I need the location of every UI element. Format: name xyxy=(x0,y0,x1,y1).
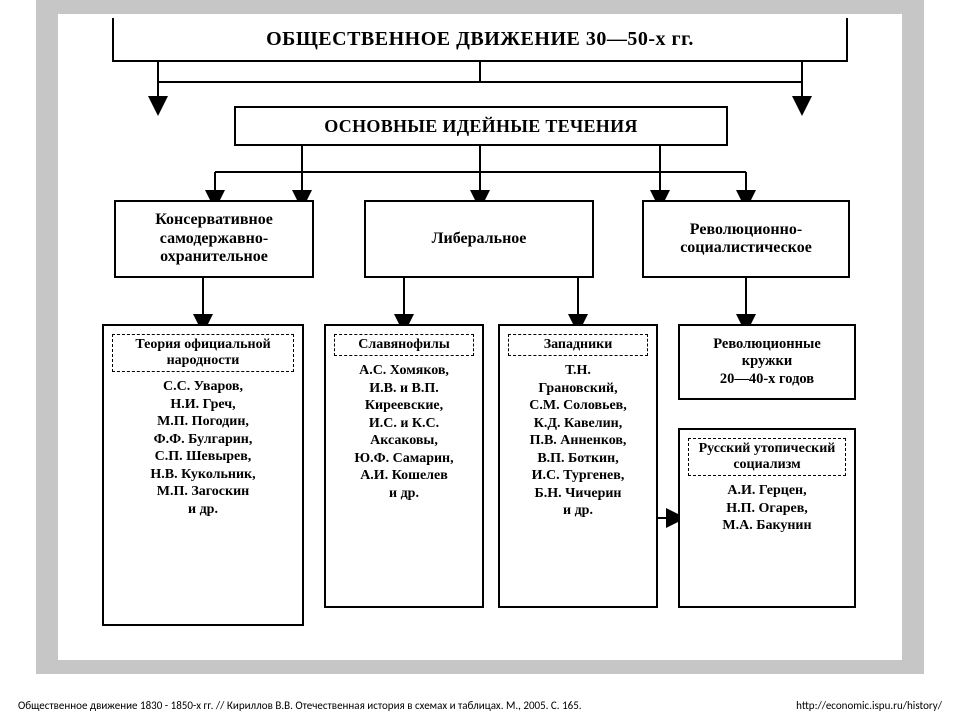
leaf-slavophiles-names: А.С. Хомяков,И.В. и В.П.Киреевские,И.С. … xyxy=(332,362,476,502)
title-box: ОБЩЕСТВЕННОЕ ДВИЖЕНИЕ 30—50-х гг. xyxy=(112,18,848,62)
leaf-westernizers: Западники Т.Н.Грановский,С.М. Соловьев,К… xyxy=(498,324,658,608)
outer-gray-frame: ОБЩЕСТВЕННОЕ ДВИЖЕНИЕ 30—50-х гг. ОСНОВН… xyxy=(36,0,924,674)
leaf-slavophiles: Славянофилы А.С. Хомяков,И.В. и В.П.Кире… xyxy=(324,324,484,608)
leaf-utopian-socialism-heading: Русский утопический социализм xyxy=(688,438,846,476)
main-currents-text: ОСНОВНЫЕ ИДЕЙНЫЕ ТЕЧЕНИЯ xyxy=(324,116,637,137)
leaf-official-nationality-heading: Теория официальной народности xyxy=(112,334,294,372)
leaf-rev-circles: Революционныекружки20—40-х годов xyxy=(678,324,856,400)
footer-citation: Общественное движение 1830 - 1850-х гг. … xyxy=(18,699,582,712)
leaf-official-nationality-names: С.С. Уваров,Н.И. Греч,М.П. Погодин,Ф.Ф. … xyxy=(110,378,296,518)
branch-revolutionary-label: Революционно-социалистическое xyxy=(650,221,842,258)
leaf-westernizers-heading: Западники xyxy=(508,334,648,356)
leaf-westernizers-names: Т.Н.Грановский,С.М. Соловьев,К.Д. Кавели… xyxy=(506,362,650,520)
branch-revolutionary: Революционно-социалистическое xyxy=(642,200,850,278)
branch-liberal: Либеральное xyxy=(364,200,594,278)
diagram-canvas: ОБЩЕСТВЕННОЕ ДВИЖЕНИЕ 30—50-х гг. ОСНОВН… xyxy=(58,14,902,660)
branch-conservative: Консервативное самодержавно-охранительно… xyxy=(114,200,314,278)
branch-conservative-label: Консервативное самодержавно-охранительно… xyxy=(122,211,306,266)
main-currents-box: ОСНОВНЫЕ ИДЕЙНЫЕ ТЕЧЕНИЯ xyxy=(234,106,728,146)
leaf-utopian-socialism: Русский утопический социализм А.И. Герце… xyxy=(678,428,856,608)
leaf-utopian-socialism-names: А.И. Герцен,Н.П. Огарев,М.А. Бакунин xyxy=(686,482,848,535)
leaf-rev-circles-text: Революционныекружки20—40-х годов xyxy=(713,336,821,388)
leaf-official-nationality: Теория официальной народности С.С. Уваро… xyxy=(102,324,304,626)
branch-liberal-label: Либеральное xyxy=(432,230,527,248)
leaf-slavophiles-heading: Славянофилы xyxy=(334,334,474,356)
footer: Общественное движение 1830 - 1850-х гг. … xyxy=(18,699,942,712)
footer-url: http://economic.ispu.ru/history/ xyxy=(796,699,942,712)
title-text: ОБЩЕСТВЕННОЕ ДВИЖЕНИЕ 30—50-х гг. xyxy=(266,28,694,51)
